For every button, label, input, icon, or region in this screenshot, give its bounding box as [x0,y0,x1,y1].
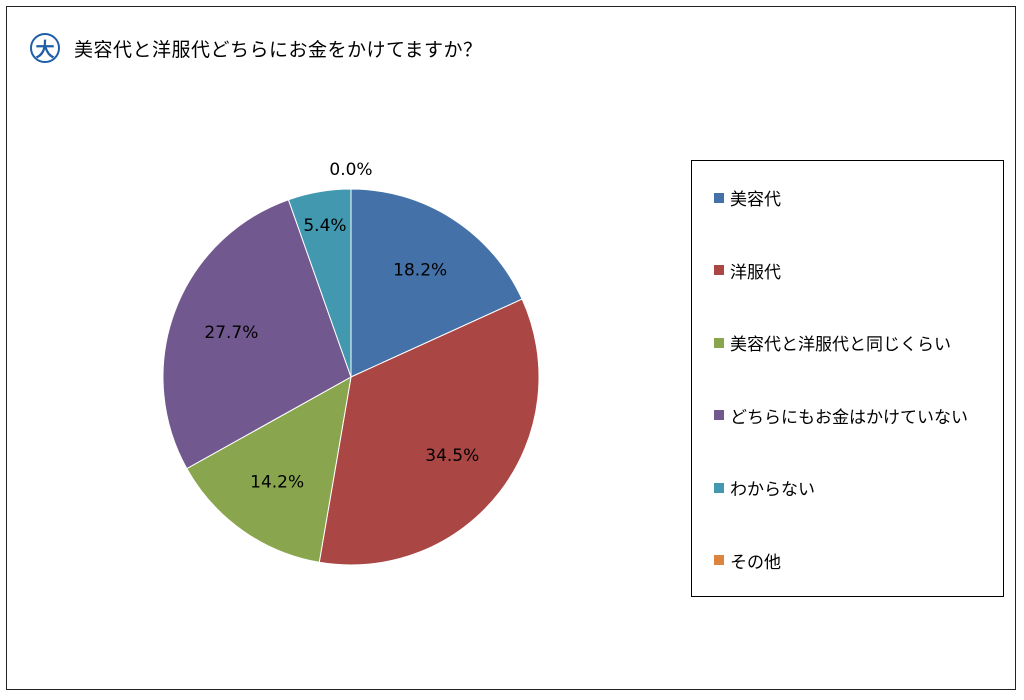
legend-swatch-4 [714,482,724,493]
pie-slice-2 [186,376,352,563]
legend-swatch-0 [714,192,724,203]
legend-label-5: その他 [730,552,781,573]
chart-title: 美容代と洋服代どちらにお金をかけてますか？ [74,38,483,61]
legend-swatch-3 [714,410,724,420]
legend-item-0: 美容代 [714,185,781,210]
legend-label-0: 美容代 [730,190,781,210]
pie-slice-1 [318,298,540,566]
legend-item-3: どちらにもお金はかけていない [714,403,968,428]
legend-swatch-5 [714,555,724,565]
pie-slice-3 [162,199,352,470]
slice-label-0: 18.2% [393,260,447,280]
legend-item-1: 洋服代 [714,258,781,283]
legend-item-4: わからない [714,475,815,500]
chart-header: 大 美容代と洋服代どちらにお金をかけてますか？ [30,30,483,66]
slice-label-1: 34.5% [425,446,479,466]
slice-label-4: 5.4% [303,216,346,236]
pie-slice-0 [350,188,523,378]
legend-swatch-2 [714,337,724,348]
legend-label-2: 美容代と洋服代と同じくらい [730,335,951,355]
slice-label-5: 0.0% [329,160,372,180]
pie-slice-4 [287,188,352,378]
legend-label-3: どちらにもお金はかけていない [730,407,968,428]
badge-icon: 大 [30,33,60,63]
legend: 美容代洋服代美容代と洋服代と同じくらい どちらにもお金はかけていない わからないその… [691,160,1004,597]
legend-swatch-1 [714,265,724,275]
legend-item-5: その他 [714,548,781,573]
legend-item-2: 美容代と洋服代と同じくらい [714,330,951,355]
legend-label-4: わからない [730,480,815,500]
slice-label-3: 27.7% [204,323,258,343]
legend-label-1: 洋服代 [730,262,781,283]
slice-label-2: 14.2% [250,472,304,492]
